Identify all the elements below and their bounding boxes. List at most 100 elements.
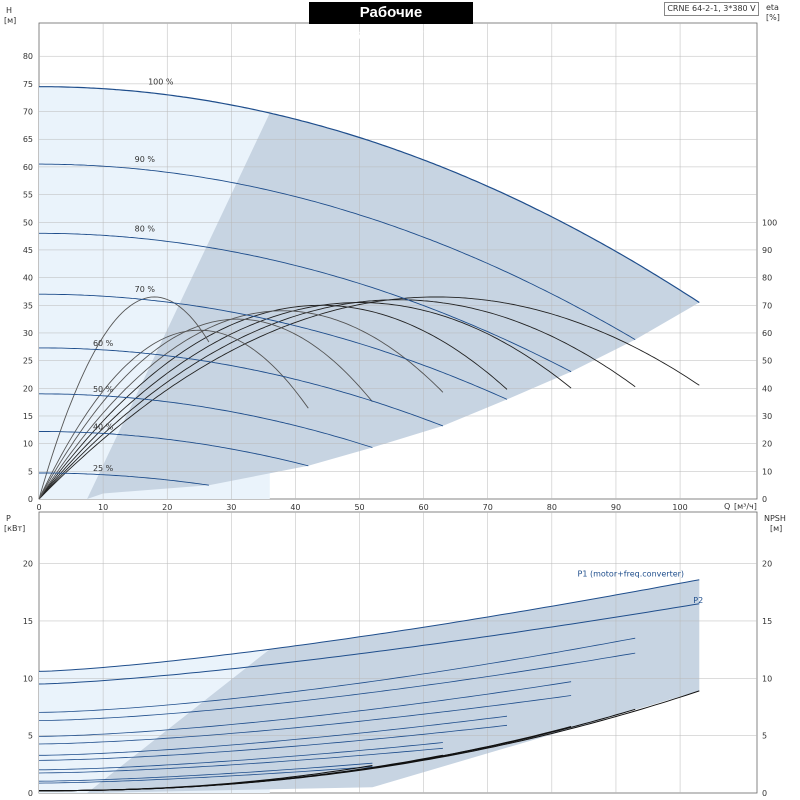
reduced-power-curve <box>39 715 508 756</box>
head-tick-label: 5 <box>28 467 33 476</box>
eta-tick-label: 100 <box>762 218 777 227</box>
head-tick-label: 75 <box>23 80 33 89</box>
head-tick-label: 15 <box>23 412 33 421</box>
speed-curve <box>39 472 209 486</box>
speed-curve-label: 50 % <box>93 385 114 394</box>
head-tick-label: 55 <box>23 191 33 200</box>
flow-tick-label: 80 <box>547 503 557 512</box>
speed-curve <box>39 393 373 448</box>
flow-tick-label: 70 <box>483 503 493 512</box>
npsh-curve <box>39 765 373 792</box>
speed-curve <box>39 163 636 340</box>
reduced-power-curve <box>38 762 373 782</box>
head-tick-label: 20 <box>23 384 33 393</box>
flow-tick-label: 100 <box>672 503 687 512</box>
eta-tick-label: 10 <box>762 467 772 476</box>
power-tick-label: 20 <box>23 560 33 569</box>
dark-operating-region <box>87 113 700 499</box>
head-tick-label: 40 <box>23 274 33 283</box>
npsh-tick-label: 10 <box>762 674 772 683</box>
speed-curve <box>39 431 309 467</box>
power-tick-label: 10 <box>23 674 33 683</box>
npsh-tick-label: 0 <box>762 789 767 798</box>
x-axis-label: Q <box>724 502 731 511</box>
head-tick-label: 60 <box>23 163 33 172</box>
head-tick-label: 65 <box>23 135 33 144</box>
speed-curve-label: 100 % <box>148 78 174 87</box>
reduced-power-curve <box>38 747 443 774</box>
reduced-power-curve <box>38 695 572 745</box>
eta-tick-label: 0 <box>762 495 767 504</box>
efficiency-curve <box>38 329 309 500</box>
speed-curve-label: 90 % <box>135 155 156 164</box>
eta-tick-label: 60 <box>762 329 772 338</box>
eta-tick-label: 70 <box>762 301 772 310</box>
head-tick-label: 50 <box>23 218 33 227</box>
reduced-power-curve <box>38 766 373 784</box>
eta-tick-label: 20 <box>762 440 772 449</box>
flow-tick-label: 20 <box>162 503 172 512</box>
head-tick-label: 0 <box>28 495 33 504</box>
power-tick-label: 15 <box>23 617 33 626</box>
efficiency-curve <box>38 318 373 500</box>
head-tick-label: 10 <box>23 440 33 449</box>
bottom-y-axis-unit-left: [кВт] <box>4 524 26 533</box>
reduced-power-curve <box>38 724 508 761</box>
flow-tick-label: 40 <box>290 503 300 512</box>
eta-tick-label: 90 <box>762 246 772 255</box>
p1-series-label: P1 (motor+freq.converter) <box>578 570 685 579</box>
head-tick-label: 80 <box>23 52 33 61</box>
reduced-power-curve <box>39 652 636 721</box>
flow-tick-label: 60 <box>419 503 429 512</box>
top-y-axis-unit-left: [м] <box>4 16 17 25</box>
p2-curve <box>38 603 700 685</box>
eta-tick-label: 40 <box>762 384 772 393</box>
bottom-y-axis-unit-right: [м] <box>770 524 783 533</box>
eta-tick-label: 50 <box>762 357 772 366</box>
head-tick-label: 35 <box>23 301 33 310</box>
bottom-y-axis-label-left: P <box>6 514 11 523</box>
bottom-y-axis-label-right: NPSH <box>764 514 786 523</box>
speed-curve <box>39 86 700 304</box>
flow-tick-label: 90 <box>611 503 621 512</box>
npsh-tick-label: 5 <box>762 732 767 741</box>
speed-curve <box>39 293 508 400</box>
speed-curve-label: 25 % <box>93 464 114 473</box>
eta-tick-label: 30 <box>762 412 772 421</box>
efficiency-curve <box>38 302 572 500</box>
power-tick-label: 5 <box>28 732 33 741</box>
npsh-tick-label: 20 <box>762 560 772 569</box>
speed-curve <box>39 232 572 373</box>
pump-model-label: CRNE 64-2-1, 3*380 V <box>664 2 759 16</box>
head-tick-label: 45 <box>23 246 33 255</box>
x-axis-unit: [м³/ч] <box>734 502 757 511</box>
npsh-tick-label: 15 <box>762 617 772 626</box>
speed-curve-label: 60 % <box>93 339 114 348</box>
eta-tick-label: 80 <box>762 274 772 283</box>
head-tick-label: 30 <box>23 329 33 338</box>
speed-curve-label: 40 % <box>93 422 114 431</box>
p2-series-label: P2 <box>693 596 703 605</box>
reduced-power-curve <box>38 681 572 737</box>
efficiency-curve <box>38 310 444 500</box>
top-y-axis-unit-right: [%] <box>766 13 780 22</box>
top-y-axis-label-right: eta <box>766 3 779 12</box>
power-dark-region <box>87 579 700 793</box>
reduced-power-curve <box>39 742 443 771</box>
flow-tick-label: 50 <box>354 503 364 512</box>
speed-curve-label: 80 % <box>135 224 156 233</box>
p1-curve <box>38 579 700 672</box>
head-tick-label: 25 <box>23 357 33 366</box>
efficiency-curve <box>38 296 210 500</box>
speed-curve-label: 70 % <box>135 285 156 294</box>
reduced-power-curve <box>38 637 636 713</box>
chart-title: Рабочие характеристики <box>309 2 473 43</box>
power-tick-label: 0 <box>28 789 33 798</box>
flow-tick-label: 0 <box>36 503 41 512</box>
speed-curve <box>39 347 444 427</box>
flow-tick-label: 10 <box>98 503 108 512</box>
head-tick-label: 70 <box>23 108 33 117</box>
flow-tick-label: 30 <box>226 503 236 512</box>
top-y-axis-label-left: H <box>6 6 13 15</box>
